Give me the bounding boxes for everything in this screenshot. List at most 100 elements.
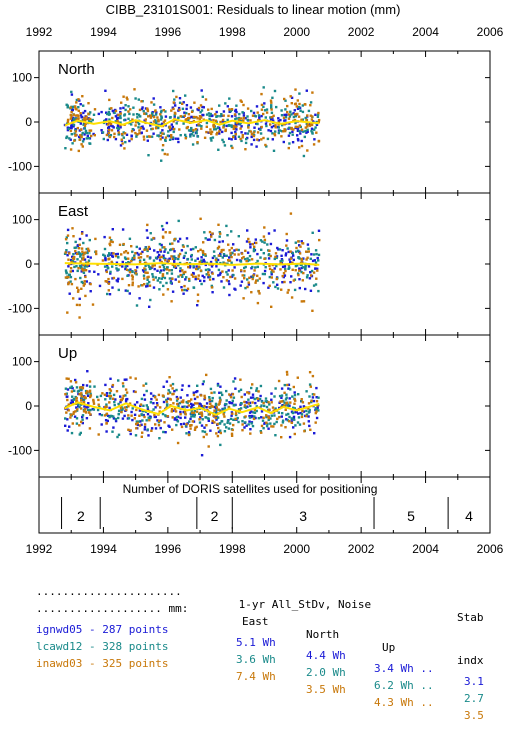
data-point	[170, 109, 173, 112]
data-point	[178, 97, 182, 100]
data-point	[317, 253, 321, 257]
data-point	[230, 261, 233, 264]
data-point	[89, 290, 92, 293]
data-point	[254, 266, 257, 269]
data-point	[296, 112, 299, 116]
data-point	[268, 264, 271, 268]
data-point	[288, 420, 291, 423]
data-point	[284, 398, 288, 401]
data-point	[308, 383, 312, 386]
data-point	[143, 267, 146, 270]
data-point	[144, 382, 148, 385]
data-point	[250, 275, 253, 279]
data-point	[205, 273, 208, 276]
data-point	[78, 243, 81, 246]
data-point	[294, 88, 297, 91]
data-point	[235, 248, 238, 251]
data-point	[281, 421, 285, 424]
data-point	[303, 430, 306, 433]
data-point	[302, 405, 306, 408]
data-point	[85, 411, 88, 414]
data-point	[243, 266, 246, 270]
data-point	[171, 257, 174, 261]
data-point	[130, 130, 134, 133]
data-point	[279, 400, 282, 403]
data-point	[255, 405, 258, 408]
data-point	[216, 384, 220, 387]
data-point	[302, 154, 306, 158]
data-point	[64, 276, 68, 279]
data-point	[246, 115, 249, 118]
data-point	[244, 401, 247, 404]
data-point	[211, 256, 215, 260]
data-point	[167, 392, 170, 395]
data-point	[192, 286, 195, 289]
data-point	[221, 138, 224, 142]
data-point	[250, 133, 254, 136]
data-point	[75, 396, 78, 400]
data-point	[179, 396, 182, 399]
data-point	[256, 265, 259, 269]
data-point	[172, 107, 175, 111]
data-point	[64, 387, 68, 390]
data-point	[139, 252, 143, 255]
data-point	[175, 399, 179, 402]
data-point	[271, 138, 274, 141]
data-point	[145, 389, 148, 393]
data-point	[179, 134, 182, 137]
data-point	[235, 117, 238, 120]
data-point	[202, 241, 205, 244]
data-point	[138, 414, 141, 417]
data-point	[274, 255, 277, 259]
data-point	[306, 125, 309, 128]
data-point	[130, 410, 133, 414]
x-tick-label-top: 2002	[348, 25, 375, 39]
data-point	[79, 260, 82, 263]
data-point	[211, 419, 214, 423]
data-point	[253, 245, 256, 248]
data-point	[300, 240, 303, 243]
data-point	[309, 257, 312, 260]
data-point	[252, 131, 256, 134]
data-point	[255, 409, 258, 413]
data-point	[127, 414, 130, 417]
data-point	[100, 423, 103, 426]
data-point	[76, 252, 79, 256]
data-point	[307, 109, 311, 113]
data-point	[171, 242, 174, 245]
data-point	[209, 387, 213, 391]
data-point	[80, 143, 83, 146]
data-point	[309, 271, 312, 274]
data-point	[267, 253, 271, 256]
data-point	[265, 421, 268, 424]
data-point	[168, 391, 172, 394]
data-point	[107, 277, 110, 281]
data-point	[67, 377, 70, 380]
data-point	[111, 254, 114, 258]
data-point	[89, 392, 92, 395]
data-point	[66, 118, 70, 122]
data-point	[227, 124, 231, 127]
data-point	[175, 395, 179, 399]
data-point	[229, 252, 232, 255]
data-point	[133, 403, 137, 406]
data-point	[314, 411, 317, 415]
data-point	[246, 278, 249, 281]
data-point	[243, 393, 246, 396]
data-point	[119, 114, 122, 118]
stats-row-up: 4.3 Wh ..	[374, 696, 434, 709]
data-point	[267, 286, 270, 289]
data-point	[156, 279, 159, 282]
data-point	[210, 286, 214, 289]
data-point	[314, 249, 318, 252]
data-point	[205, 402, 209, 405]
data-point	[98, 405, 101, 409]
data-point	[126, 274, 129, 277]
data-point	[225, 279, 229, 282]
data-point	[82, 254, 85, 257]
data-point	[269, 422, 272, 425]
data-point	[204, 268, 208, 272]
data-point	[92, 400, 95, 403]
data-point	[170, 123, 173, 126]
data-point	[125, 96, 128, 99]
